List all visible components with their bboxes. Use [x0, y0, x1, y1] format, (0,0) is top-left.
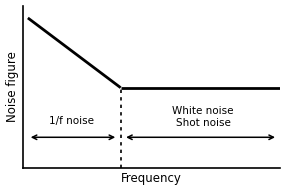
X-axis label: Frequency: Frequency — [121, 172, 182, 185]
Text: White noise
Shot noise: White noise Shot noise — [172, 106, 234, 128]
Y-axis label: Noise figure: Noise figure — [5, 52, 19, 122]
Text: 1/f noise: 1/f noise — [49, 117, 94, 126]
